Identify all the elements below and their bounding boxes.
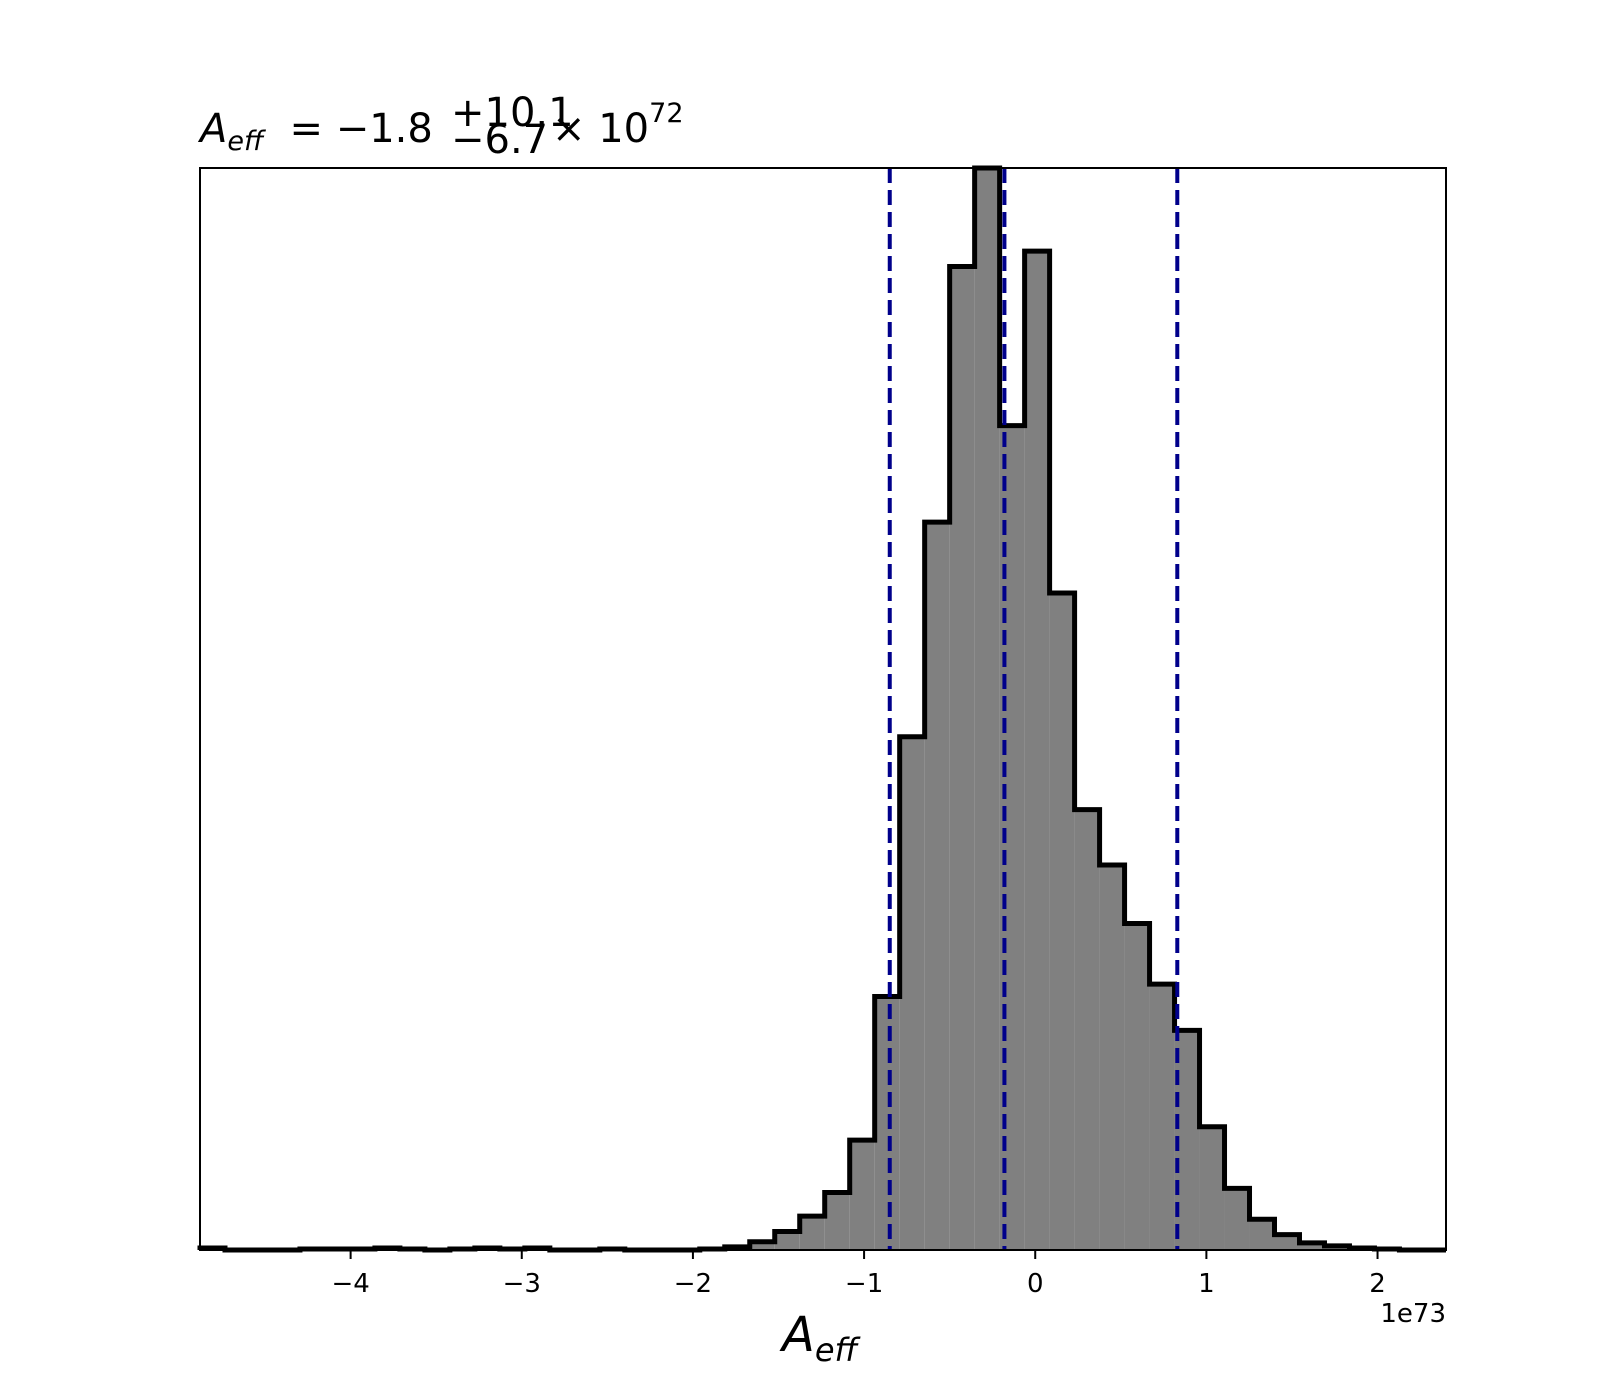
- histogram-bar: [949, 266, 975, 1250]
- x-tick-label: −2: [674, 1269, 712, 1299]
- histogram-bar: [974, 168, 1000, 1250]
- histogram-bar: [824, 1192, 850, 1250]
- x-tick-label: 2: [1369, 1269, 1386, 1299]
- x-axis-label: Aeff: [779, 1307, 862, 1369]
- histogram-bar: [849, 1140, 875, 1250]
- histogram-bar: [1199, 1126, 1225, 1250]
- title-symbol: A: [197, 106, 227, 152]
- chart-title: Aeff = −1.8: [197, 106, 433, 157]
- x-axis-ticks: −4 −3 −2 −1 0 1 2: [331, 1250, 1386, 1299]
- histogram-bar: [749, 1241, 775, 1250]
- x-tick-label: −3: [503, 1269, 541, 1299]
- histogram-outline: [197, 165, 1446, 1253]
- title-multiplier: × 1072: [552, 98, 684, 152]
- histogram-bars: [200, 168, 1400, 1251]
- histogram-bar: [874, 996, 900, 1250]
- histogram-bar: [1274, 1234, 1300, 1250]
- x-tick-label: −4: [331, 1269, 369, 1299]
- histogram-bar: [1024, 251, 1050, 1251]
- histogram-bar: [774, 1231, 800, 1250]
- x-tick-label: 0: [1027, 1269, 1044, 1299]
- title-multiplier-text: × 10: [552, 106, 649, 152]
- x-axis-label-symbol: A: [779, 1307, 815, 1363]
- histogram-bar: [1299, 1242, 1325, 1250]
- histogram-bar: [799, 1216, 825, 1250]
- histogram-bar: [1074, 809, 1100, 1250]
- quantile-lines: [887, 168, 1180, 1250]
- x-axis-label-subscript: eff: [815, 1331, 862, 1369]
- axes-frame: [199, 167, 1447, 1251]
- title-lower-error: −6.7: [451, 117, 548, 163]
- histogram-bar: [1224, 1188, 1250, 1250]
- x-axis-offset-text: 1e73: [1380, 1299, 1446, 1329]
- histogram-bar: [1049, 592, 1075, 1250]
- title-exponent: 72: [649, 98, 683, 129]
- title-prefix: = −1.8: [289, 106, 432, 152]
- title-upper-error: +10.1: [451, 90, 574, 136]
- histogram-bar: [1149, 984, 1175, 1250]
- histogram-bar: [899, 736, 925, 1250]
- histogram-bar: [1249, 1219, 1275, 1250]
- histogram-bar: [1124, 923, 1150, 1250]
- histogram-bar: [924, 522, 950, 1250]
- plot-area: [197, 165, 1447, 1253]
- title-symbol-subscript: eff: [227, 126, 266, 157]
- histogram-bar: [1099, 865, 1125, 1250]
- x-tick-label: 1: [1198, 1269, 1215, 1299]
- x-tick-label: −1: [845, 1269, 883, 1299]
